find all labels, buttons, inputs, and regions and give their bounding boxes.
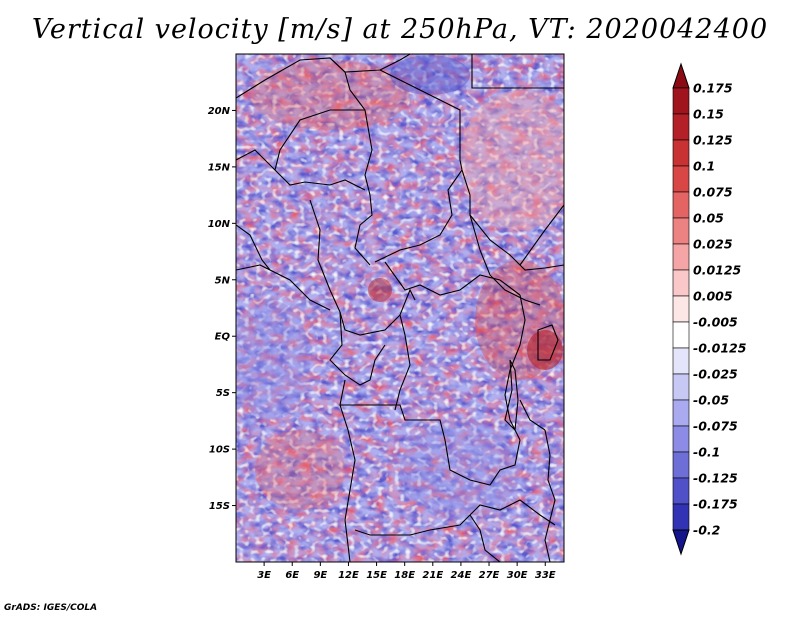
lon-tick-label: 12E	[338, 570, 359, 581]
colorbar-swatch	[672, 191, 690, 219]
colorbar-swatch	[672, 295, 690, 323]
colorbar-swatch	[672, 503, 690, 531]
lat-tick-label: 15S	[209, 501, 230, 512]
colorbar-swatch	[672, 217, 690, 245]
lat-tick-label: 10S	[209, 445, 230, 456]
colorbar-swatch	[672, 87, 690, 115]
lon-tick-label: 27E	[479, 570, 500, 581]
colorbar-label: -0.125	[693, 471, 738, 486]
lat-tick-label: 5S	[216, 388, 230, 399]
colorbar-swatch	[672, 139, 690, 167]
colorbar-swatch	[672, 425, 690, 453]
colorbar-label: -0.005	[693, 315, 738, 330]
colorbar-label: 0.075	[693, 185, 733, 200]
lon-tick-label: 33E	[535, 570, 556, 581]
colorbar-label: 0.005	[693, 289, 733, 304]
colorbar-label: -0.05	[693, 393, 729, 408]
lon-tick-label: 30E	[507, 570, 528, 581]
map-frame	[235, 53, 565, 563]
lat-tick-label: 10N	[208, 219, 231, 230]
colorbar-swatch	[672, 165, 690, 193]
country-borders	[236, 54, 564, 562]
colorbar-label: -0.2	[693, 523, 720, 538]
colorbar-label: -0.175	[693, 497, 738, 512]
colorbar-label: 0.0125	[693, 263, 742, 278]
lat-tick-label: 20N	[208, 106, 231, 117]
longitude-axis: 3E 6E 9E 12E 15E 18E 21E 24E 27E 30E 33E	[257, 562, 556, 581]
lon-tick-label: 15E	[366, 570, 387, 581]
colorbar-label: 0.025	[693, 237, 733, 252]
colorbar-top-arrow	[672, 62, 690, 89]
lon-tick-label: 6E	[285, 570, 299, 581]
colorbar-label: 0.125	[693, 133, 733, 148]
colorbar-label: 0.05	[693, 211, 724, 226]
colorbar-label: 0.1	[693, 159, 715, 174]
lat-tick-label: EQ	[215, 332, 231, 343]
lon-tick-label: 24E	[451, 570, 472, 581]
chart-title: Vertical velocity [m/s] at 250hPa, VT: 2…	[31, 14, 769, 45]
lon-tick-label: 3E	[257, 570, 271, 581]
colorbar-swatch	[672, 477, 690, 505]
colorbar-swatch	[672, 347, 690, 375]
colorbar-swatch	[672, 113, 690, 141]
colorbar-label: -0.1	[693, 445, 720, 460]
colorbar-swatch	[672, 451, 690, 479]
colorbar-swatch	[672, 243, 690, 271]
colorbar-label: 0.15	[693, 107, 724, 122]
lon-tick-label: 18E	[394, 570, 415, 581]
colorbar-label: 0.175	[693, 81, 733, 96]
colorbar-swatch	[672, 321, 690, 349]
lon-tick-label: 9E	[313, 570, 327, 581]
colorbar: 0.175 0.15 0.125 0.1 0.075 0.05 0.025 0.0125 0.0…	[672, 62, 747, 556]
footer-credit: GrADS: IGES/COLA	[4, 603, 98, 613]
lat-tick-label: 5N	[215, 275, 231, 286]
colorbar-label: -0.075	[693, 419, 738, 434]
colorbar-label: -0.025	[693, 367, 738, 382]
lat-tick-label: 15N	[208, 162, 231, 173]
vertical-velocity-field	[236, 54, 564, 562]
colorbar-swatch	[672, 269, 690, 297]
colorbar-swatch	[672, 399, 690, 427]
colorbar-swatch	[672, 373, 690, 401]
lon-tick-label: 21E	[422, 570, 443, 581]
colorbar-label: -0.0125	[693, 341, 747, 356]
latitude-axis: 20N 15N 10N 5N EQ 5S 10S 15S	[208, 106, 236, 512]
colorbar-bottom-arrow	[672, 529, 690, 556]
